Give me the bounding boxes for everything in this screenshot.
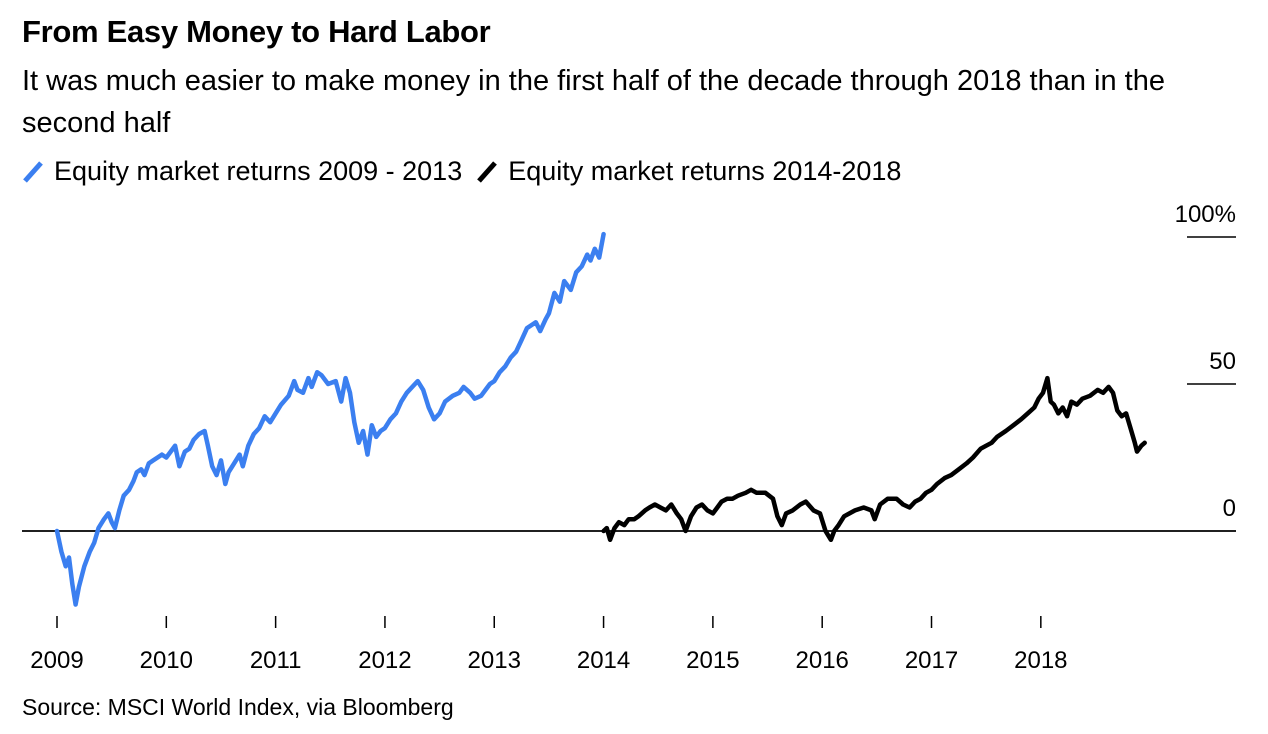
chart-source-note: Source: MSCI World Index, via Bloomberg (22, 694, 454, 720)
legend-swatch-line (23, 160, 43, 183)
x-tick-label: 2012 (358, 647, 411, 674)
x-tick-label: 2013 (468, 647, 521, 674)
x-axis: 2009 2010 2011 2012 2013 2014 2015 2016 2017 2018 (30, 616, 1068, 674)
x-tick-label: 2011 (250, 647, 302, 674)
chart-subtitle: It was much easier to make money in the … (22, 65, 1165, 139)
x-tick-label: 2014 (577, 647, 630, 674)
y-tick-label: 100% (1175, 201, 1236, 228)
x-tick-label: 2017 (905, 647, 958, 674)
y-tick-label: 0 (1223, 495, 1236, 522)
series-layer (54, 231, 1147, 607)
series-line-1 (54, 231, 606, 607)
x-tick-label: 2015 (686, 647, 739, 674)
legend-label-series-2: Equity market returns 2014-2018 (508, 156, 902, 186)
x-tick-label: 2016 (796, 647, 849, 674)
legend-item-series-2: Equity market returns 2014-2018 (476, 156, 901, 187)
chart-title: From Easy Money to Hard Labor (22, 14, 491, 49)
y-tick-label: 50 (1209, 348, 1236, 375)
series-line-2 (601, 375, 1147, 543)
legend-swatch-line (477, 160, 498, 183)
legend-label-series-1: Equity market returns 2009 - 2013 (54, 156, 463, 186)
legend-item-series-1: Equity market returns 2009 - 2013 (22, 156, 462, 187)
legend-swatch-series-1 (23, 160, 43, 183)
x-tick-label: 2018 (1014, 647, 1067, 674)
legend-swatch-series-2 (477, 160, 498, 183)
x-tick-label: 2009 (30, 647, 83, 674)
chart-legend: Equity market returns 2009 - 2013 Equity… (22, 156, 915, 187)
y-gridlines: 0 50 100% (22, 201, 1236, 532)
x-tick-label: 2010 (140, 647, 193, 674)
